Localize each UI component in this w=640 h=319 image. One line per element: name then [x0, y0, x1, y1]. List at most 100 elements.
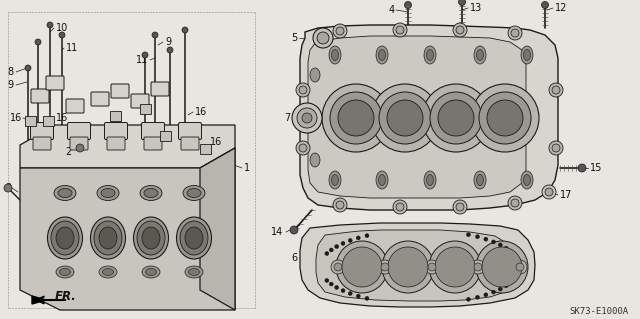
Ellipse shape [102, 269, 113, 276]
FancyBboxPatch shape [42, 115, 54, 125]
Circle shape [142, 52, 148, 58]
Circle shape [549, 141, 563, 155]
Text: 11: 11 [66, 43, 78, 53]
Circle shape [59, 32, 65, 38]
Circle shape [333, 198, 347, 212]
Ellipse shape [310, 68, 320, 82]
Circle shape [342, 247, 382, 287]
Circle shape [356, 294, 360, 298]
Circle shape [578, 164, 586, 172]
Ellipse shape [145, 269, 157, 276]
Circle shape [393, 23, 407, 37]
Circle shape [479, 92, 531, 144]
FancyBboxPatch shape [67, 122, 90, 139]
Circle shape [467, 297, 470, 301]
Circle shape [492, 240, 495, 244]
Text: 11: 11 [136, 55, 148, 65]
Circle shape [487, 100, 523, 136]
Circle shape [167, 47, 173, 53]
Ellipse shape [376, 46, 388, 64]
Text: 9: 9 [8, 80, 14, 90]
Ellipse shape [142, 227, 160, 249]
Circle shape [422, 84, 490, 152]
Ellipse shape [329, 171, 341, 189]
Ellipse shape [47, 217, 83, 259]
Text: 7: 7 [284, 113, 290, 123]
Polygon shape [200, 148, 235, 310]
Ellipse shape [187, 189, 201, 197]
Circle shape [382, 241, 434, 293]
Circle shape [4, 184, 12, 192]
Circle shape [336, 241, 388, 293]
Ellipse shape [524, 174, 531, 186]
FancyBboxPatch shape [46, 76, 64, 90]
Polygon shape [300, 223, 535, 307]
Circle shape [296, 83, 310, 97]
Circle shape [325, 251, 329, 256]
Circle shape [511, 199, 519, 207]
Ellipse shape [60, 269, 70, 276]
Circle shape [182, 27, 188, 33]
Circle shape [453, 23, 467, 37]
Ellipse shape [477, 174, 483, 186]
Circle shape [513, 277, 517, 281]
FancyBboxPatch shape [140, 103, 150, 114]
Ellipse shape [521, 171, 533, 189]
Circle shape [365, 296, 369, 300]
Text: 10: 10 [56, 23, 68, 33]
Text: 5: 5 [291, 33, 297, 43]
Ellipse shape [94, 221, 122, 255]
Circle shape [476, 295, 479, 299]
Circle shape [325, 278, 329, 282]
FancyBboxPatch shape [131, 94, 149, 108]
Circle shape [313, 28, 333, 48]
FancyBboxPatch shape [141, 122, 164, 139]
FancyBboxPatch shape [104, 122, 127, 139]
Circle shape [76, 144, 84, 152]
Circle shape [542, 185, 556, 199]
Polygon shape [316, 230, 516, 301]
Circle shape [541, 2, 548, 9]
Circle shape [299, 144, 307, 152]
Circle shape [336, 201, 344, 209]
Ellipse shape [99, 227, 117, 249]
FancyBboxPatch shape [151, 82, 169, 96]
Circle shape [341, 241, 345, 245]
Ellipse shape [474, 46, 486, 64]
Circle shape [47, 22, 53, 28]
Ellipse shape [56, 227, 74, 249]
Circle shape [471, 84, 539, 152]
FancyBboxPatch shape [159, 130, 170, 140]
Text: FR.: FR. [55, 290, 77, 302]
Circle shape [335, 245, 339, 249]
Ellipse shape [144, 189, 158, 197]
Circle shape [378, 260, 392, 274]
Circle shape [509, 280, 513, 284]
FancyBboxPatch shape [31, 122, 54, 139]
Circle shape [499, 243, 502, 247]
Circle shape [25, 65, 31, 71]
Circle shape [453, 200, 467, 214]
Text: 14: 14 [271, 227, 283, 237]
Circle shape [471, 260, 485, 274]
Ellipse shape [134, 217, 168, 259]
Circle shape [509, 250, 513, 254]
Text: 4: 4 [389, 5, 395, 15]
Circle shape [508, 196, 522, 210]
Text: SK73-E1000A: SK73-E1000A [569, 308, 628, 316]
Circle shape [552, 86, 560, 94]
Circle shape [296, 141, 310, 155]
Ellipse shape [329, 46, 341, 64]
Circle shape [438, 100, 474, 136]
Circle shape [381, 263, 389, 271]
Circle shape [428, 263, 436, 271]
Circle shape [35, 39, 41, 45]
Circle shape [425, 260, 439, 274]
Ellipse shape [332, 174, 339, 186]
Circle shape [549, 83, 563, 97]
Circle shape [396, 203, 404, 211]
Ellipse shape [477, 49, 483, 61]
Ellipse shape [474, 171, 486, 189]
Circle shape [482, 247, 522, 287]
Ellipse shape [58, 189, 72, 197]
